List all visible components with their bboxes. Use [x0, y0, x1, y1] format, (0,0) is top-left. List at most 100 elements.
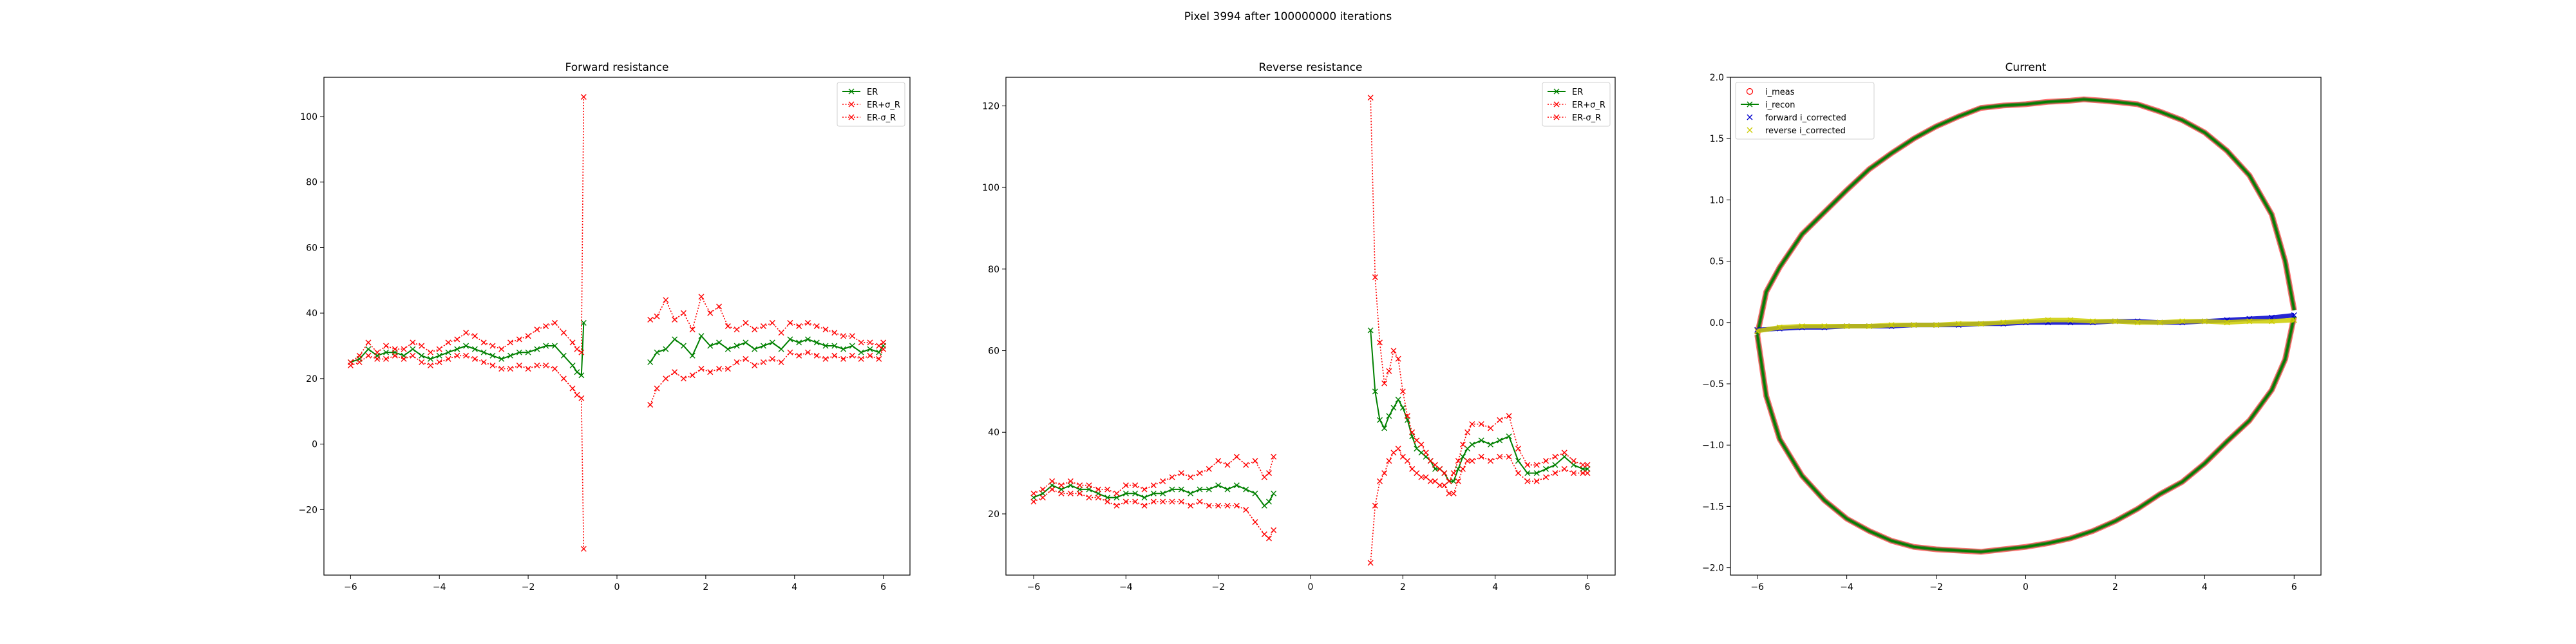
series-er-r-point — [1188, 502, 1194, 509]
series-er-point — [1450, 478, 1457, 484]
series-er-r-point — [1058, 482, 1065, 489]
series-er-r-point — [1441, 470, 1448, 477]
series-er-r-line — [649, 348, 884, 405]
series-er-r-point — [1261, 531, 1267, 538]
series-er-r-point — [551, 366, 558, 372]
reverse-i-corrected-point — [1821, 323, 1828, 329]
series-er-r-point — [1077, 482, 1083, 489]
series-er-point — [831, 343, 838, 349]
series-er-point — [507, 352, 514, 359]
reverse-i-corrected-point — [2112, 318, 2118, 325]
series-er-point — [419, 352, 425, 359]
series-er-r-point — [1450, 470, 1457, 477]
series-er-r-point — [849, 352, 855, 359]
series-er-r-point — [1455, 478, 1461, 484]
legend-marker — [1553, 101, 1560, 108]
series-er-r-point — [1243, 462, 1249, 468]
series-er-r-point — [427, 349, 433, 355]
series-er-line — [649, 335, 884, 363]
x-tick-label: 6 — [1585, 582, 1591, 592]
reverse-i-corrected-point — [2134, 319, 2141, 326]
series-er-point — [445, 349, 451, 355]
x-tick-label: 2 — [703, 582, 708, 592]
series-er-r-point — [445, 339, 451, 346]
series-er-point — [463, 343, 469, 349]
series-er-r-point — [1533, 478, 1540, 484]
plot-area — [1030, 95, 1591, 566]
series-er-r-point — [840, 355, 847, 362]
series-er-r-point — [1409, 466, 1416, 472]
series-er-point — [1086, 486, 1092, 493]
legend-box — [1735, 82, 1875, 140]
series-er-point — [471, 346, 478, 352]
series-er-r-point — [489, 343, 496, 349]
series-er-point — [1381, 425, 1388, 431]
series-er-point — [1169, 486, 1175, 493]
series-er-r-point — [761, 323, 766, 329]
series-er-r-point — [1469, 421, 1475, 428]
reverse-i-corrected-point — [2067, 317, 2074, 323]
series-er-r-point — [1039, 486, 1046, 493]
series-er-r-point — [867, 352, 873, 359]
series-er-point — [1390, 404, 1397, 411]
series-er-point — [813, 339, 820, 346]
y-tick-label: 20 — [306, 374, 317, 384]
series-er-r-point — [1233, 502, 1240, 509]
series-er-r-point — [1399, 453, 1406, 460]
series-er-point — [1469, 441, 1475, 448]
series-er-point — [1524, 470, 1531, 477]
reverse-i-corrected-point — [1978, 321, 1984, 327]
series-er-r-point — [1390, 348, 1397, 354]
series-er-r-point — [769, 355, 775, 362]
series-er-r-point — [1381, 380, 1388, 386]
series-er-r-point — [840, 333, 847, 339]
legend-item: ER — [1548, 88, 1583, 97]
legend-label: ER-σ_R — [867, 113, 896, 123]
series-er-point — [1224, 486, 1231, 493]
legend-item: reverse i_corrected — [1747, 126, 1846, 136]
legend-marker — [1553, 114, 1560, 120]
series-er-r-point — [1543, 458, 1549, 464]
series-er-r-point — [1395, 355, 1401, 362]
series-er-r-point — [1377, 478, 1383, 484]
series-er-r-point — [1271, 453, 1277, 460]
series-er-point — [516, 349, 522, 355]
series-er-r-point — [1506, 453, 1512, 460]
y-tick-label: 120 — [982, 101, 999, 111]
series-er-point — [1039, 490, 1046, 497]
series-er-point — [1113, 495, 1120, 501]
series-er-r-point — [1571, 470, 1577, 477]
series-er-r-point — [507, 366, 514, 372]
series-er-point — [489, 352, 496, 359]
legend: ER ER+σ_R ER-σ_R — [1542, 82, 1611, 127]
series-er-r-point — [1418, 474, 1425, 480]
series-er-r-point — [1580, 462, 1586, 468]
series-er-r-point — [1150, 498, 1157, 505]
series-er-r-point — [498, 346, 505, 352]
series-er-r-point — [543, 323, 549, 329]
legend-label: ER — [1572, 88, 1583, 97]
y-tick-label: 40 — [988, 428, 999, 438]
series-er-r-point — [1049, 486, 1056, 493]
series-er-r-point — [831, 352, 838, 359]
series-er-r-point — [1224, 502, 1231, 509]
series-er-r-point — [672, 369, 678, 375]
series-er-r-point — [680, 310, 687, 316]
series-er-point — [1132, 490, 1139, 497]
series-er-r-point — [787, 319, 793, 326]
legend-item: i_recon — [1741, 100, 1795, 110]
reverse-i-corrected-point — [1799, 323, 1805, 329]
series-er-r-point — [498, 366, 505, 372]
series-er-r-point — [1506, 413, 1512, 419]
series-er-r-point — [1423, 474, 1429, 480]
series-er-r-point — [724, 366, 731, 372]
series-er-r-point — [1372, 274, 1378, 280]
reverse-i-corrected-point — [2201, 318, 2208, 325]
series-er-r-point — [1488, 458, 1493, 464]
series-er-r-point — [1077, 490, 1083, 497]
series-er-r-point — [1367, 560, 1374, 566]
series-er-point — [543, 343, 549, 349]
series-er-r-point — [1386, 368, 1392, 374]
x-tick-label: 0 — [614, 582, 620, 592]
